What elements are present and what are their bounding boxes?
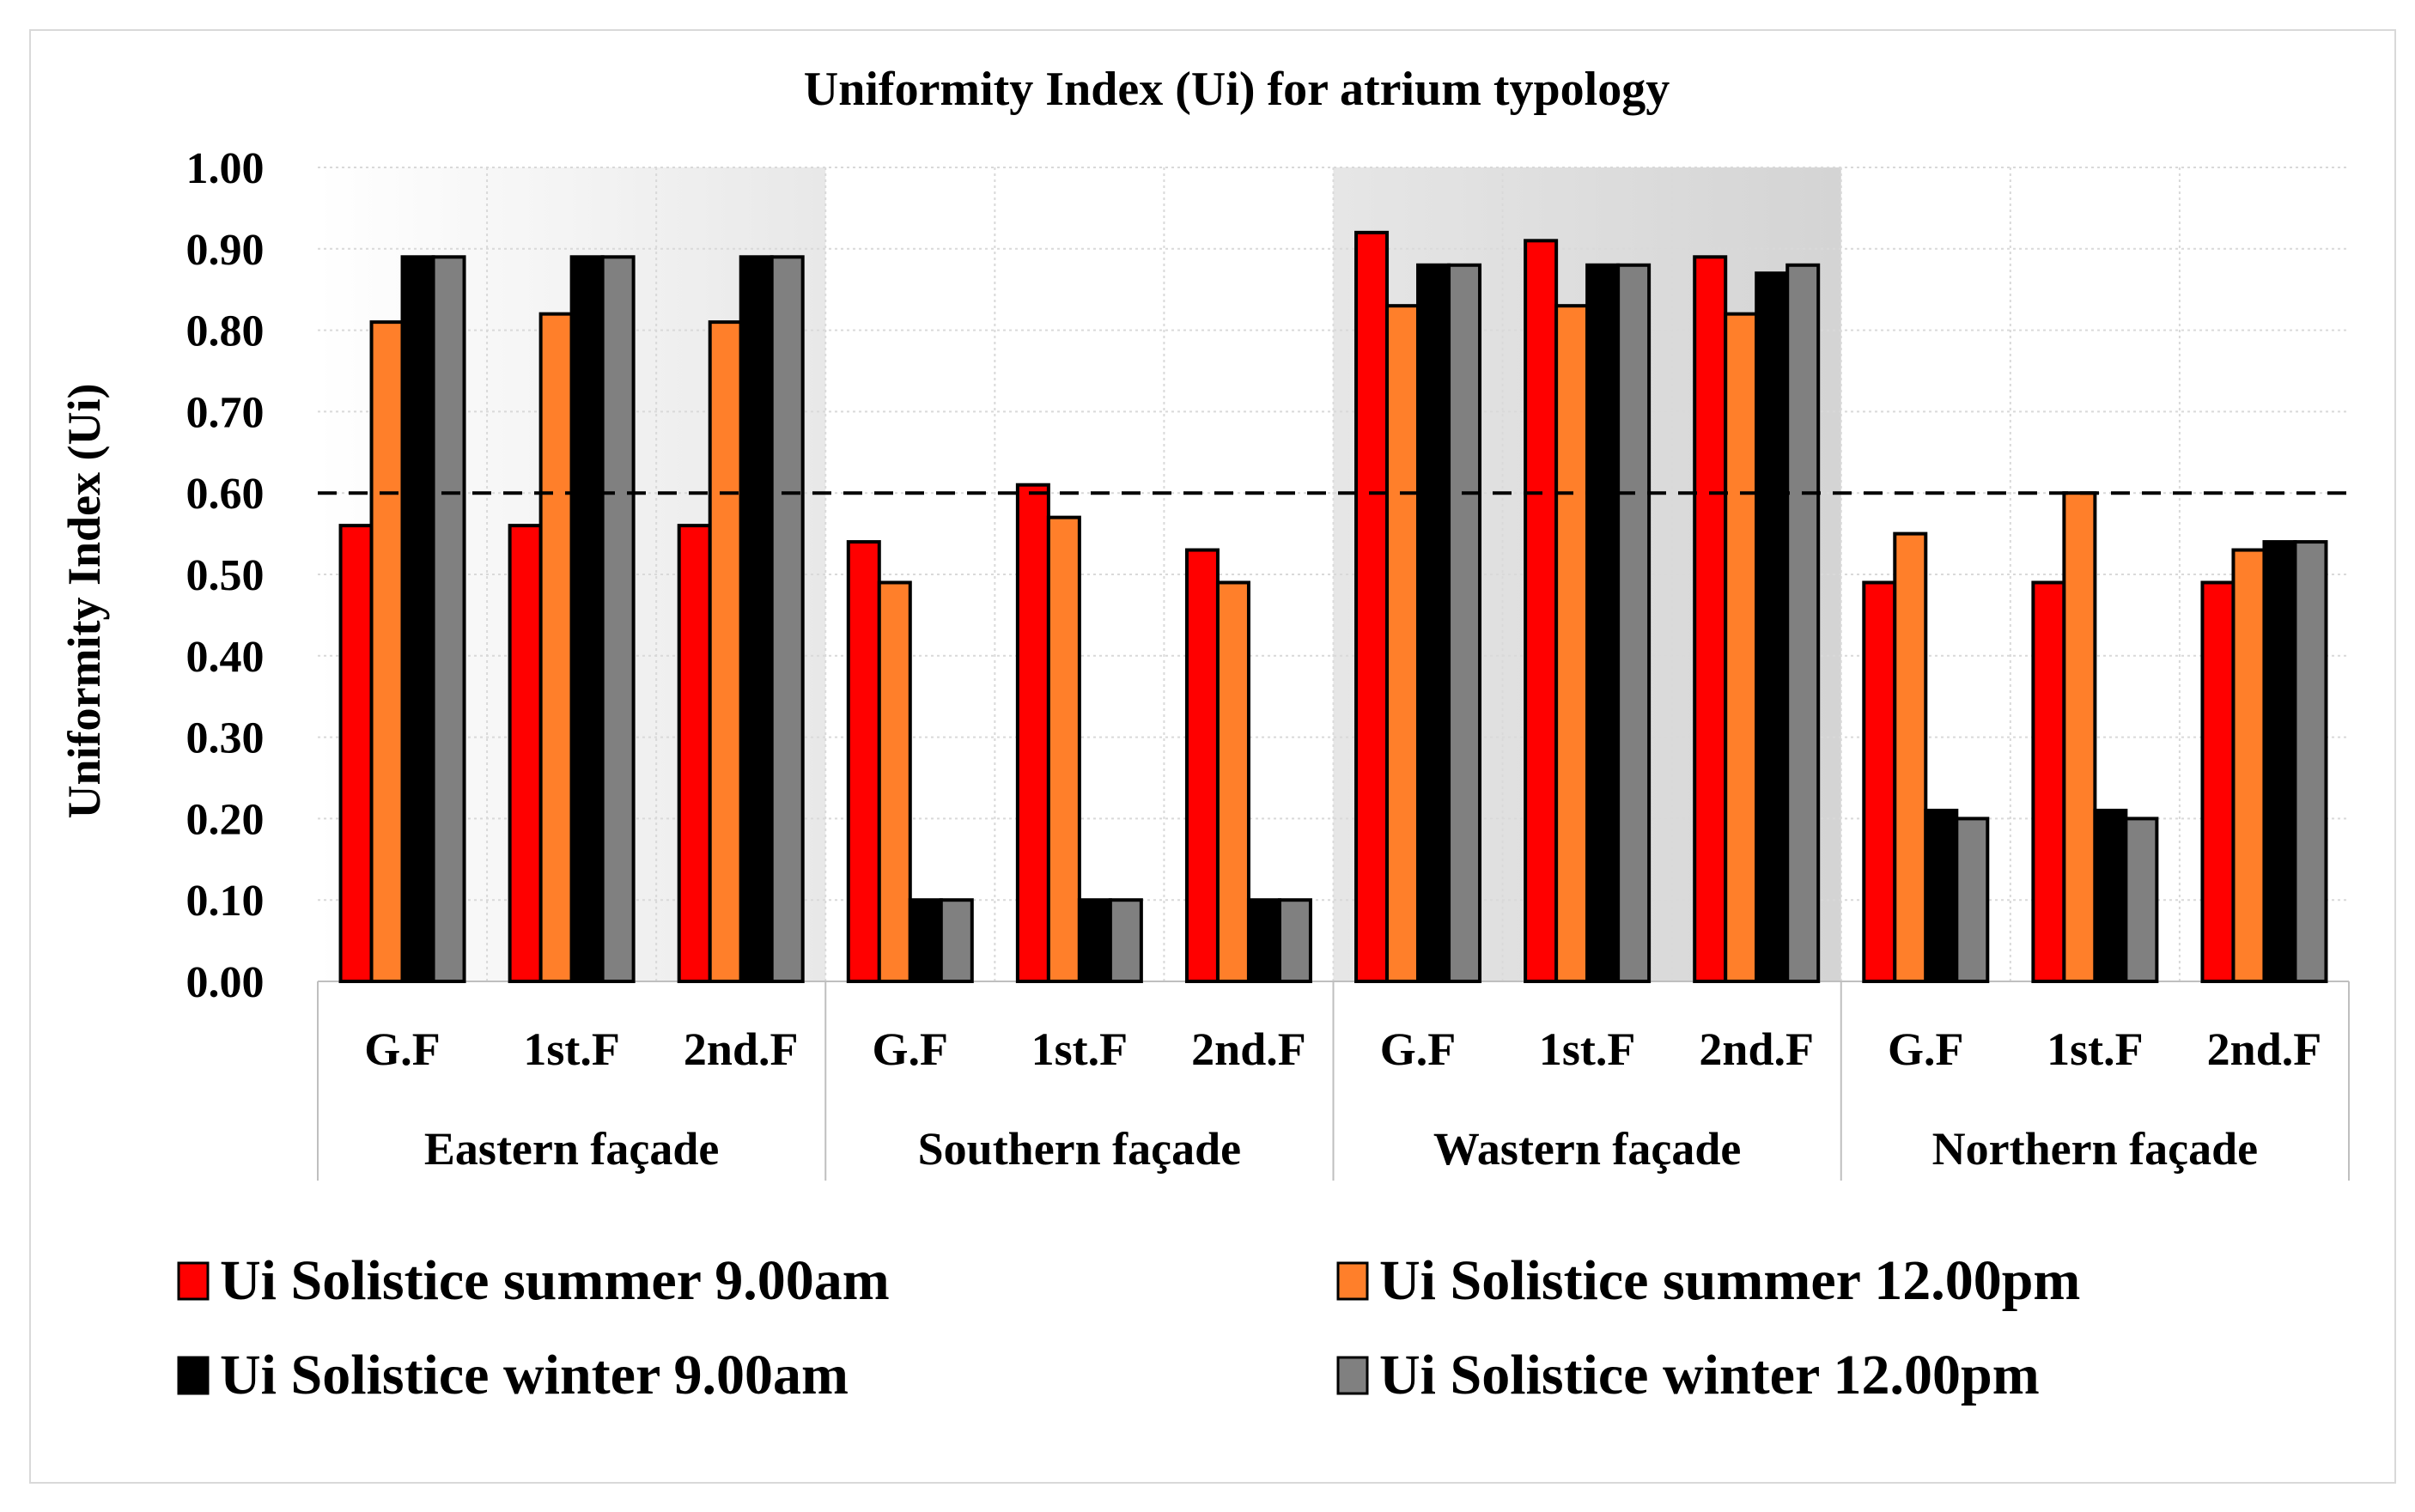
bar-4 xyxy=(939,898,974,983)
bar-2 xyxy=(369,320,405,983)
bar-1 xyxy=(2031,580,2066,983)
bar-4 xyxy=(1277,898,1312,983)
bar-2 xyxy=(2231,548,2266,983)
bar-3 xyxy=(400,255,435,983)
bar-2 xyxy=(1385,304,1420,984)
bar-2 xyxy=(1046,515,1081,983)
bar-3 xyxy=(908,898,943,983)
bar-1 xyxy=(508,524,543,983)
legend-label-2: Ui Solistice summer 12.00pm xyxy=(1379,1249,2080,1312)
bar-1 xyxy=(1693,255,1728,983)
bar-1 xyxy=(677,524,712,983)
y-tick-label: 0.30 xyxy=(186,714,265,763)
x-tick-labels: G.F 1st.F 2nd.F G.F 1st.F 2nd.F G.F 1st.F 2nd.F G… xyxy=(364,1023,2321,1175)
legend: Ui Solistice summer 9.00am Ui Solistice s… xyxy=(177,1249,2080,1406)
x-tick-label: 2nd.F xyxy=(1699,1023,1814,1075)
legend-label-3: Ui Solistice winter 9.00am xyxy=(220,1344,849,1406)
bars xyxy=(338,230,2328,984)
bar-3 xyxy=(1755,271,1790,983)
legend-swatch-3 xyxy=(177,1356,210,1395)
group-label: Southern façade xyxy=(918,1123,1242,1175)
x-tick-label: G.F xyxy=(1888,1023,1964,1075)
bar-4 xyxy=(600,255,636,983)
legend-swatch-2 xyxy=(1336,1261,1369,1301)
x-tick-label: 1st.F xyxy=(523,1023,619,1075)
y-tick-label: 0.50 xyxy=(186,551,265,600)
bar-2 xyxy=(2062,491,2097,983)
bar-4 xyxy=(1955,817,1990,984)
group-label: Wastern façade xyxy=(1433,1123,1741,1175)
y-tick-label: 0.00 xyxy=(186,958,265,1007)
bar-2 xyxy=(538,312,574,983)
y-tick-label: 0.10 xyxy=(186,877,265,926)
y-tick-label: 0.70 xyxy=(186,388,265,437)
bar-4 xyxy=(770,255,805,983)
bar-3 xyxy=(2093,808,2128,983)
legend-swatch-1 xyxy=(177,1261,210,1301)
bar-4 xyxy=(1108,898,1143,983)
group-label: Eastern façade xyxy=(424,1123,719,1175)
bar-3 xyxy=(1416,263,1451,983)
bar-4 xyxy=(2293,540,2328,984)
bar-1 xyxy=(846,540,881,984)
y-tick-labels: 0.00 0.10 0.20 0.30 0.40 0.50 0.60 0.70 0.80 0.90… xyxy=(186,144,265,1007)
y-tick-label: 0.80 xyxy=(186,307,265,356)
bar-4 xyxy=(1785,263,1821,983)
x-tick-label: 2nd.F xyxy=(2207,1023,2322,1075)
y-tick-label: 0.60 xyxy=(186,470,265,519)
bar-4 xyxy=(431,255,466,983)
bar-3 xyxy=(1585,263,1621,983)
y-tick-label: 1.00 xyxy=(186,144,265,193)
bar-2 xyxy=(1724,312,1759,983)
bar-1 xyxy=(2200,580,2236,983)
bar-2 xyxy=(1554,304,1590,984)
y-tick-label: 0.40 xyxy=(186,633,265,682)
bar-4 xyxy=(1447,263,1482,983)
bar-1 xyxy=(1524,239,1559,983)
x-tick-label: 1st.F xyxy=(1031,1023,1128,1075)
bar-3 xyxy=(569,255,605,983)
y-axis-label: Uniformity Index (Ui) xyxy=(58,384,110,819)
bar-4 xyxy=(2124,817,2159,984)
bar-2 xyxy=(1893,531,1928,983)
legend-swatch-4 xyxy=(1336,1356,1369,1395)
x-tick-label: G.F xyxy=(1380,1023,1457,1075)
bar-3 xyxy=(2262,540,2297,984)
bar-2 xyxy=(877,580,912,983)
bar-1 xyxy=(1354,230,1390,983)
bar-3 xyxy=(1246,898,1281,983)
x-tick-label: 2nd.F xyxy=(1191,1023,1306,1075)
legend-label-1: Ui Solistice summer 9.00am xyxy=(220,1249,890,1312)
x-tick-label: G.F xyxy=(364,1023,441,1075)
bar-1 xyxy=(1862,580,1897,983)
bar-2 xyxy=(1215,580,1250,983)
bar-1 xyxy=(1184,548,1220,983)
x-tick-label: 2nd.F xyxy=(684,1023,799,1075)
y-tick-label: 0.20 xyxy=(186,795,265,844)
bar-3 xyxy=(739,255,774,983)
bar-4 xyxy=(1616,263,1652,983)
chart-title: Uniformity Index (Ui) for atrium typolog… xyxy=(804,63,1670,116)
group-label: Northern façade xyxy=(1932,1123,2258,1175)
x-tick-label: G.F xyxy=(873,1023,949,1075)
gridlines xyxy=(318,167,2349,982)
bar-1 xyxy=(338,524,374,983)
legend-label-4: Ui Solistice winter 12.00pm xyxy=(1379,1344,2040,1406)
x-tick-label: 1st.F xyxy=(2047,1023,2143,1075)
y-tick-label: 0.90 xyxy=(186,226,265,275)
bar-3 xyxy=(1077,898,1112,983)
bar-2 xyxy=(708,320,743,983)
bar-1 xyxy=(1015,483,1050,983)
bar-3 xyxy=(1924,808,1959,983)
axis-separators xyxy=(317,981,2350,1181)
x-tick-label: 1st.F xyxy=(1539,1023,1635,1075)
